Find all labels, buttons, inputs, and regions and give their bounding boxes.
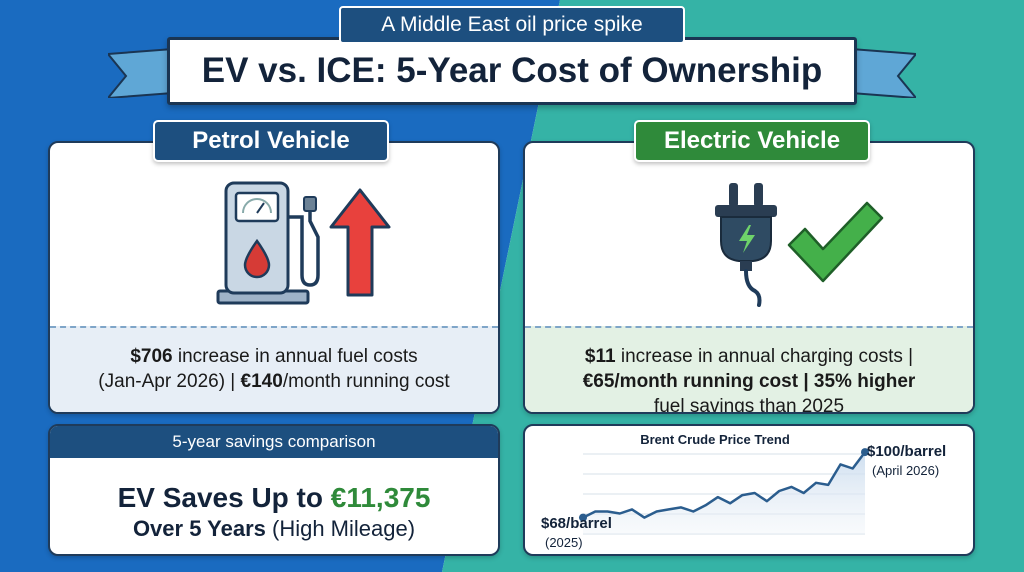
page-subtitle: A Middle East oil price spike [339,6,685,44]
petrol-info: $706 increase in annual fuel costs (Jan-… [50,326,498,412]
petrol-fuel-increase-value: $706 [130,346,173,367]
chart-area-fill [583,452,865,534]
ribbon-right-tail [838,48,916,98]
ev-charging-increase-value: $11 [584,346,616,367]
ev-charging-increase-text: increase in annual charging costs | [620,346,914,367]
chart-start-point [579,513,587,522]
savings-amount: €11,375 [330,482,431,513]
petrol-period: (Jan-Apr 2026) | [98,371,236,392]
petrol-monthly-value: €140 [240,371,283,392]
petrol-monthly-suffix: /month running cost [282,371,450,392]
chart-end-label-period: (April 2026) [872,463,939,478]
plug-icon [715,183,777,307]
savings-period: Over 5 Years (High Mileage) [132,516,416,541]
checkmark-icon [787,201,884,283]
chart-start-label-value: $68/barrel [541,515,612,532]
petrol-card-label: Petrol Vehicle [153,120,389,162]
chart-end-point [861,448,869,457]
chart-end-label-value: $100/barrel [867,443,946,460]
chart-start-label-period: (2025) [545,535,583,550]
chart-title: Brent Crude Price Trend [640,432,790,447]
chart-line [582,451,866,519]
ev-card-label: Electric Vehicle [634,120,870,162]
petrol-running-cost: (Jan-Apr 2026) | €140/month running cost [50,369,498,394]
brent-crude-chart: Brent Crude Price Trend $100/barrel (Apr… [541,432,946,550]
page-title: EV vs. ICE: 5-Year Cost of Ownership [167,37,857,105]
savings-card: 5-year savings comparison EV Saves Up to… [48,424,500,556]
petrol-fuel-increase-text: increase in annual fuel costs [177,346,418,367]
chart-card: Brent Crude Price Trend $100/barrel (Apr… [523,424,975,556]
ev-running-cost: €65/month running cost | 35% higher [582,371,916,392]
fuel-pump-icon [216,181,320,305]
ev-charging-increase: $11 increase in annual charging costs | [525,344,973,369]
petrol-card: $706 increase in annual fuel costs (Jan-… [48,141,500,414]
ev-fuel-savings: fuel savings than 2025 [653,396,845,414]
up-arrow-icon [329,188,391,297]
ev-info: $11 increase in annual charging costs | … [525,326,973,412]
savings-heading: 5-year savings comparison [50,426,498,458]
petrol-fuel-increase: $706 increase in annual fuel costs [50,344,498,369]
savings-headline: EV Saves Up to €11,375 [117,482,431,513]
ev-card: $11 increase in annual charging costs | … [523,141,975,414]
